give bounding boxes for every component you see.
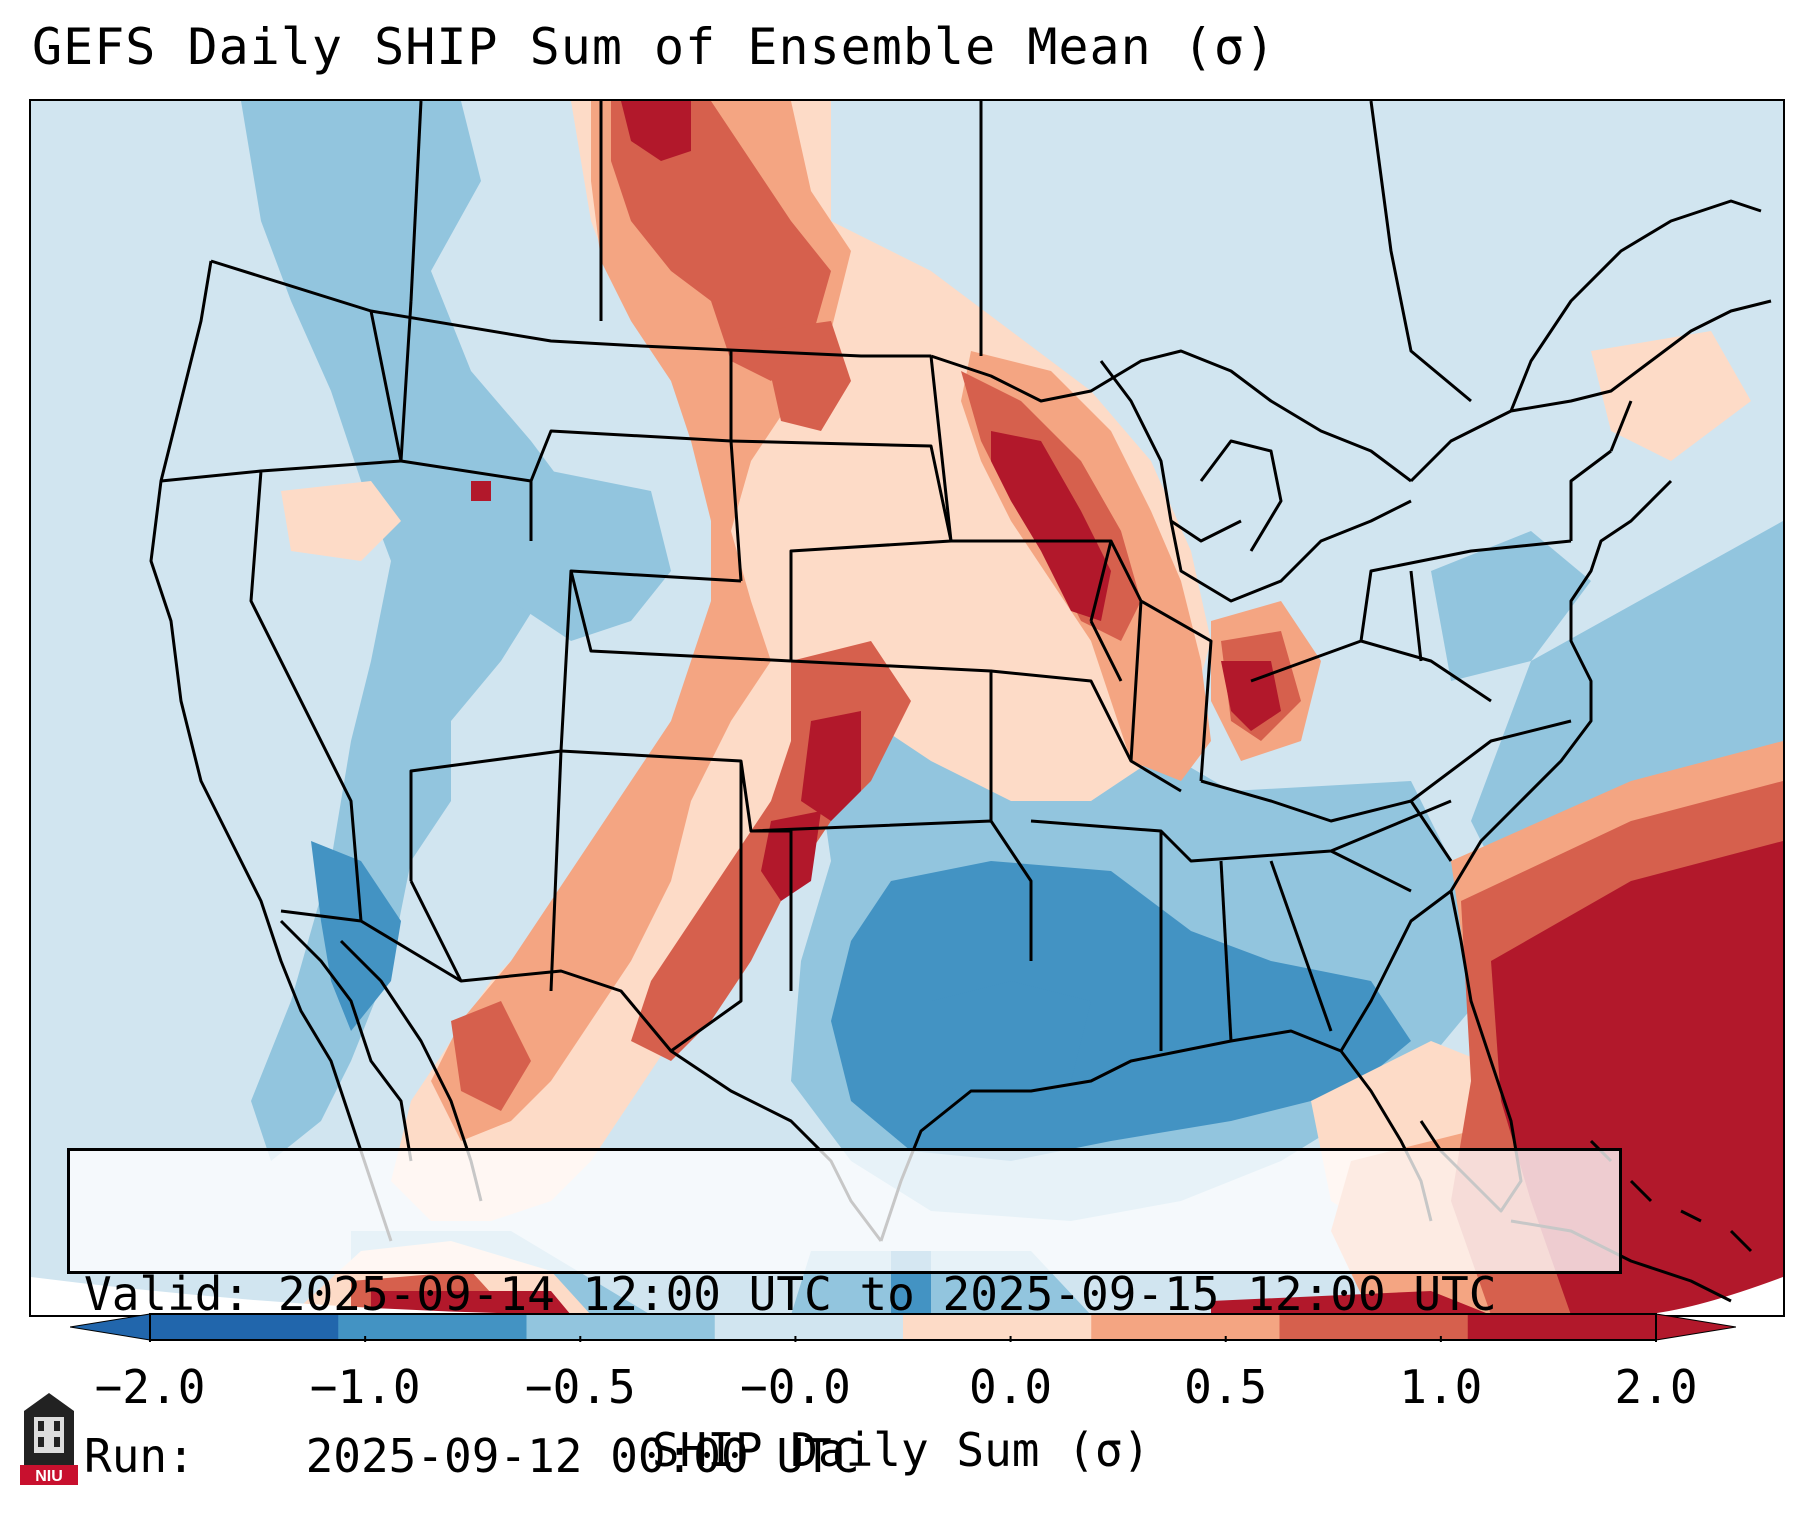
ship-field-map bbox=[31, 101, 1783, 1315]
valid-time-box: Valid: 2025-09-14 12:00 UTC to 2025-09-1… bbox=[67, 1148, 1622, 1483]
colorbar-segment bbox=[338, 1314, 527, 1340]
boundary-lines bbox=[149, 101, 1772, 1303]
run-value: 2025-09-12 00:00 UTC bbox=[305, 1429, 860, 1483]
colorbar-segment bbox=[1467, 1314, 1657, 1340]
colorbar-tick-label: 2.0 bbox=[1614, 1360, 1698, 1414]
colorbar-label: SHIP Daily Sum (σ) bbox=[651, 1423, 1151, 1477]
niu-logo: NIU bbox=[20, 1393, 78, 1485]
valid-value: 2025-09-14 12:00 UTC to 2025-09-15 12:00… bbox=[277, 1267, 1497, 1321]
colorbar-tick-label: −2.0 bbox=[94, 1360, 206, 1414]
valid-line: Valid: 2025-09-14 12:00 UTC to 2025-09-1… bbox=[84, 1267, 1605, 1321]
colorbar-segment bbox=[714, 1314, 904, 1340]
field-strong-negative bbox=[311, 841, 1411, 1315]
colorbar-segment bbox=[526, 1314, 716, 1340]
colorbar-segment bbox=[1279, 1314, 1469, 1340]
colorbar-tick-label: −0.0 bbox=[740, 1360, 851, 1414]
run-label: Run: bbox=[84, 1429, 195, 1483]
colorbar-tick-label: −1.0 bbox=[309, 1360, 421, 1414]
valid-label: Valid: bbox=[84, 1267, 251, 1321]
colorbar-segment bbox=[903, 1314, 1092, 1340]
colorbar-segment bbox=[150, 1314, 339, 1340]
colorbar-tick-label: 0.0 bbox=[969, 1360, 1053, 1414]
colorbar-extend-high bbox=[1655, 1313, 1736, 1341]
colorbar-tick-label: 1.0 bbox=[1399, 1360, 1483, 1414]
run-line: Run: 2025-09-12 00:00 UTC bbox=[84, 1429, 1605, 1483]
colorbar-extend-low bbox=[70, 1313, 151, 1341]
colorbar-tick-label: −0.5 bbox=[524, 1360, 636, 1414]
map-panel bbox=[29, 99, 1785, 1317]
colorbar bbox=[70, 1313, 1736, 1342]
colorbar-tick-label: 0.5 bbox=[1184, 1360, 1268, 1414]
logo-text: NIU bbox=[35, 1468, 63, 1485]
colorbar-segment bbox=[1091, 1314, 1280, 1340]
map-title: GEFS Daily SHIP Sum of Ensemble Mean (σ) bbox=[32, 18, 1277, 76]
